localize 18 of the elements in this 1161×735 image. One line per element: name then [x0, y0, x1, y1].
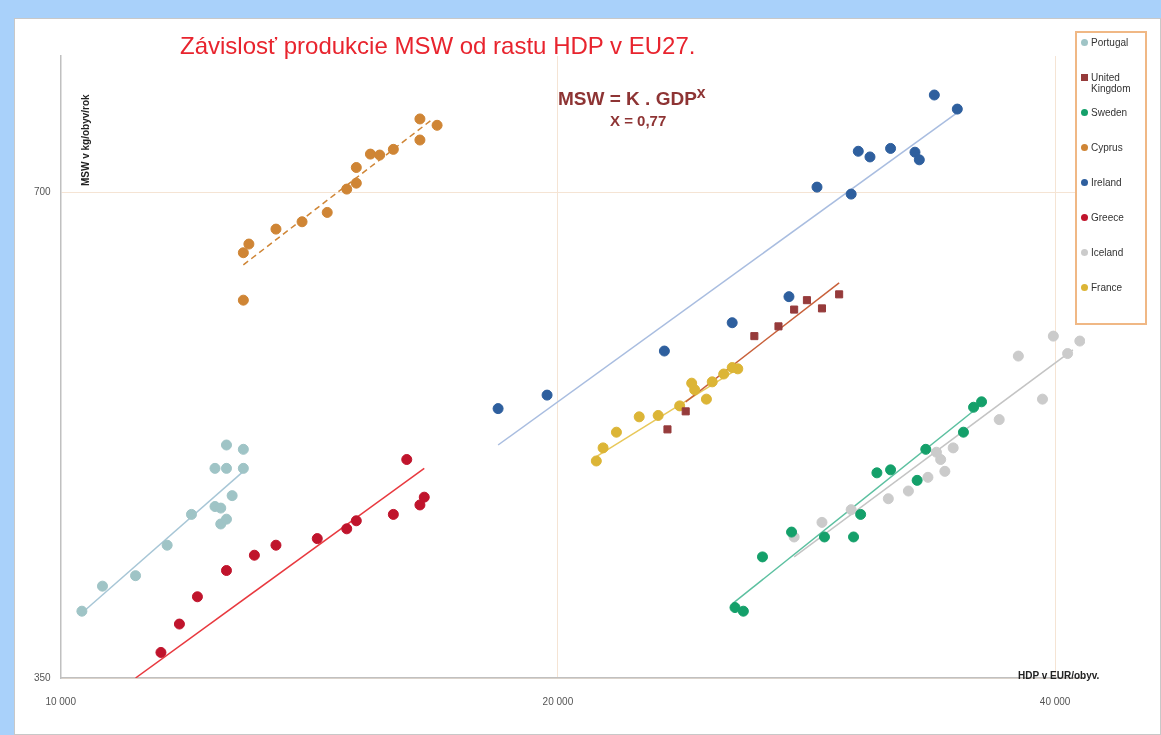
legend-label: France	[1091, 282, 1123, 293]
x-tick-label: 10 000	[45, 695, 77, 707]
x-tick-label: 40 000	[1039, 695, 1071, 707]
legend-label: United Kingdom	[1091, 72, 1132, 94]
legend-label: Cyprus	[1091, 142, 1123, 153]
y-tick-label: 350	[34, 671, 52, 683]
annotation: X = 0,77	[610, 112, 667, 129]
legend-label: Greece	[1091, 212, 1124, 223]
legend-label: Iceland	[1091, 247, 1124, 258]
x-axis-title: HDP v EUR/obyv.	[1018, 670, 1100, 681]
x-tick-label: 20 000	[542, 695, 574, 707]
legend-label: Sweden	[1091, 107, 1128, 118]
y-axis-title: MSW v kg/obyv/rok	[80, 94, 91, 186]
legend-label: Portugal	[1091, 37, 1129, 48]
y-tick-label: 700	[34, 185, 52, 197]
legend-label: Ireland	[1091, 177, 1122, 188]
annotation: MSW = K . GDP$^{x}$	[558, 84, 706, 111]
chart-title: Závislosť produkcie MSW od rastu HDP v EU27.	[180, 32, 696, 60]
